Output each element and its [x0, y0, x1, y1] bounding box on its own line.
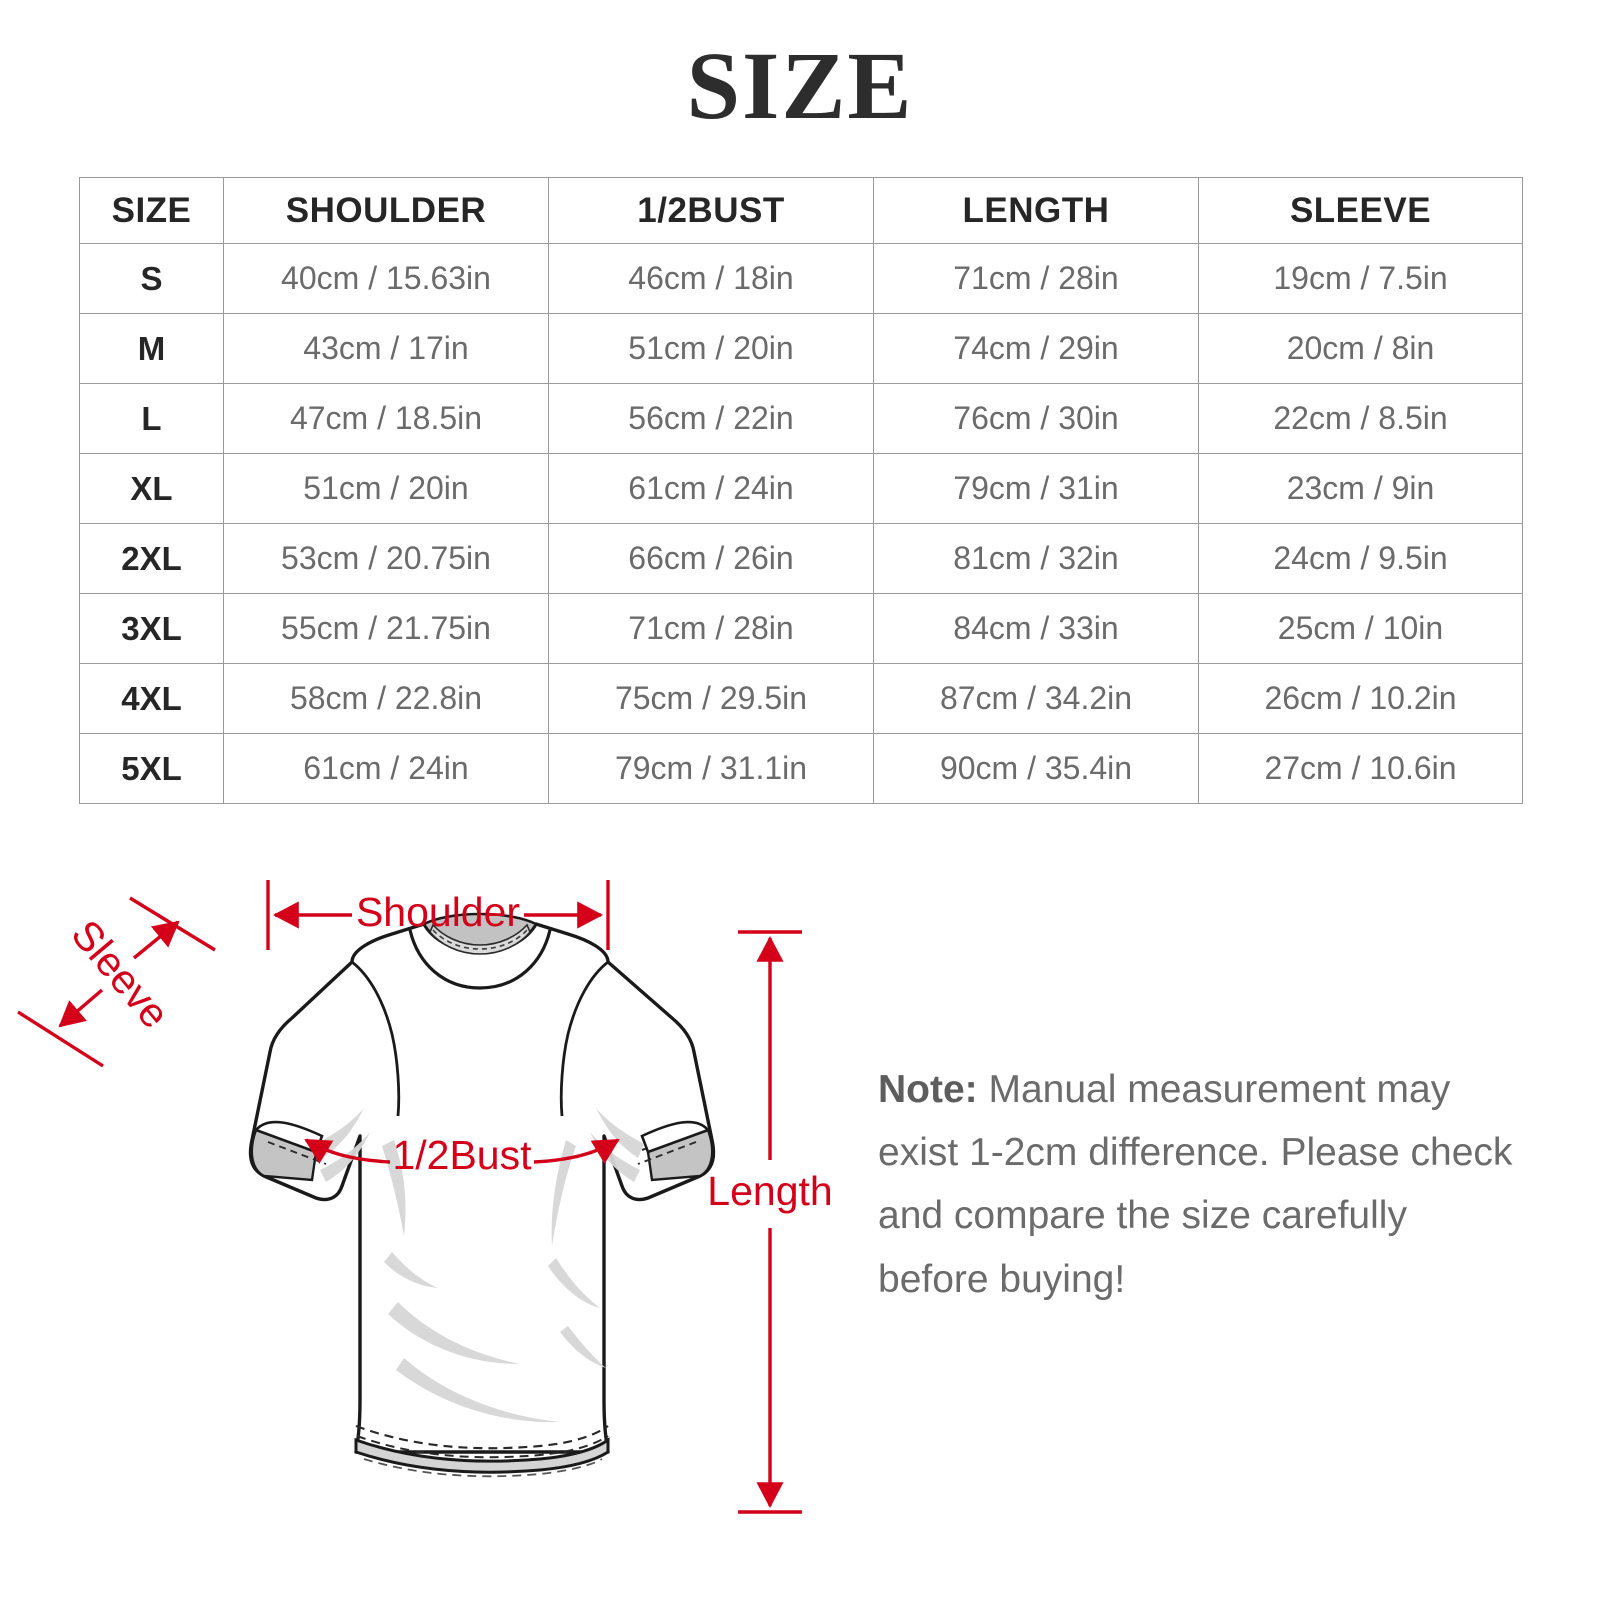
length-measurement-arrow: Length	[707, 930, 833, 1514]
cell-bust: 75cm / 29.5in	[548, 663, 874, 734]
collar-rib-band	[429, 923, 531, 955]
cell-length: 90cm / 35.4in	[873, 733, 1199, 804]
sleeve-label: Sleeve	[63, 911, 179, 1037]
column-header-sleeve: SLEEVE	[1198, 177, 1523, 244]
table-row: 2XL 53cm / 20.75in 66cm / 26in 81cm / 32…	[79, 523, 1523, 594]
cell-sleeve: 23cm / 9in	[1198, 453, 1523, 524]
neckline-outer	[408, 929, 552, 990]
bust-arrow-right-curve	[533, 1138, 620, 1164]
table-row: S 40cm / 15.63in 46cm / 18in 71cm / 28in…	[79, 243, 1523, 314]
sleeve-cuff-right-edge	[640, 1120, 711, 1154]
column-header-shoulder: SHOULDER	[223, 177, 549, 244]
sleeve-tick-bottom	[17, 1010, 104, 1068]
cell-length: 74cm / 29in	[873, 313, 1199, 384]
cell-length: 71cm / 28in	[873, 243, 1199, 314]
cell-shoulder: 55cm / 21.75in	[223, 593, 549, 664]
cell-size: 3XL	[79, 593, 224, 664]
bust-label: 1/2Bust	[392, 1132, 532, 1178]
hem-stitch-bottom	[363, 1458, 603, 1478]
cell-size: S	[79, 243, 224, 314]
tshirt-body-outline	[248, 922, 716, 1454]
cell-length: 84cm / 33in	[873, 593, 1199, 664]
sleeve-cuff-right-stitch-2	[637, 1141, 697, 1165]
cell-shoulder: 40cm / 15.63in	[223, 243, 549, 314]
sleeve-tick-top	[129, 896, 216, 952]
cell-sleeve: 27cm / 10.6in	[1198, 733, 1523, 804]
table-row: 5XL 61cm / 24in 79cm / 31.1in 90cm / 35.…	[79, 733, 1523, 804]
cell-sleeve: 19cm / 7.5in	[1198, 243, 1523, 314]
shoulder-label: Shoulder	[356, 889, 520, 935]
cell-shoulder: 58cm / 22.8in	[223, 663, 549, 734]
cell-sleeve: 25cm / 10in	[1198, 593, 1523, 664]
shoulder-measurement-arrow: Shoulder	[266, 880, 610, 950]
cell-bust: 51cm / 20in	[548, 313, 874, 384]
cell-shoulder: 47cm / 18.5in	[223, 383, 549, 454]
size-chart-table: SIZE SHOULDER 1/2BUST LENGTH SLEEVE S 40…	[79, 177, 1523, 804]
cell-length: 79cm / 31in	[873, 453, 1199, 524]
cell-length: 87cm / 34.2in	[873, 663, 1199, 734]
length-label: Length	[707, 1168, 832, 1214]
table-row: 3XL 55cm / 21.75in 71cm / 28in 84cm / 33…	[79, 593, 1523, 664]
cell-shoulder: 43cm / 17in	[223, 313, 549, 384]
cell-size: 5XL	[79, 733, 224, 804]
tshirt-illustration	[248, 912, 716, 1478]
note-label: Note:	[878, 1068, 978, 1111]
note-text: Manual measurement may exist 1-2cm diffe…	[878, 1068, 1513, 1301]
column-header-length: LENGTH	[873, 177, 1199, 244]
cell-shoulder: 53cm / 20.75in	[223, 523, 549, 594]
table-header-row: SIZE SHOULDER 1/2BUST LENGTH SLEEVE	[79, 177, 1523, 244]
page-title: SIZE	[686, 32, 914, 139]
cell-sleeve: 26cm / 10.2in	[1198, 663, 1523, 734]
cell-size: M	[79, 313, 224, 384]
table-row: M 43cm / 17in 51cm / 20in 74cm / 29in 20…	[79, 313, 1523, 384]
cell-shoulder: 61cm / 24in	[223, 733, 549, 804]
cell-bust: 61cm / 24in	[548, 453, 874, 524]
measurement-diagram: Shoulder Sleeve 1/2Bust Length	[0, 840, 860, 1580]
cell-size: XL	[79, 453, 224, 524]
cell-bust: 79cm / 31.1in	[548, 733, 874, 804]
cell-sleeve: 22cm / 8.5in	[1198, 383, 1523, 454]
bust-measurement-arrow: 1/2Bust	[304, 1132, 620, 1178]
table-row: XL 51cm / 20in 61cm / 24in 79cm / 31in 2…	[79, 453, 1523, 524]
note-block: Note: Manual measurement may exist 1-2cm…	[878, 1058, 1518, 1311]
hem-bottom-edge	[354, 1437, 610, 1474]
cell-bust: 66cm / 26in	[548, 523, 874, 594]
bust-arrow-left-curve	[304, 1138, 391, 1164]
cell-size: L	[79, 383, 224, 454]
table-row: L 47cm / 18.5in 56cm / 22in 76cm / 30in …	[79, 383, 1523, 454]
sleeve-arrow-up	[132, 920, 180, 960]
shoulder-seam-left	[351, 960, 401, 1117]
cell-bust: 71cm / 28in	[548, 593, 874, 664]
table-row: 4XL 58cm / 22.8in 75cm / 29.5in 87cm / 3…	[79, 663, 1523, 734]
cell-size: 4XL	[79, 663, 224, 734]
sleeve-arrow-down	[58, 988, 104, 1028]
sleeve-measurement-arrow: Sleeve	[17, 896, 216, 1068]
cell-length: 76cm / 30in	[873, 383, 1199, 454]
cell-shoulder: 51cm / 20in	[223, 453, 549, 524]
cell-sleeve: 24cm / 9.5in	[1198, 523, 1523, 594]
shoulder-seam-right	[559, 960, 609, 1117]
cell-size: 2XL	[79, 523, 224, 594]
cell-bust: 46cm / 18in	[548, 243, 874, 314]
cell-length: 81cm / 32in	[873, 523, 1199, 594]
collar-stitch-line	[432, 929, 528, 950]
cell-sleeve: 20cm / 8in	[1198, 313, 1523, 384]
cell-bust: 56cm / 22in	[548, 383, 874, 454]
column-header-bust: 1/2BUST	[548, 177, 874, 244]
column-header-size: SIZE	[79, 177, 224, 244]
